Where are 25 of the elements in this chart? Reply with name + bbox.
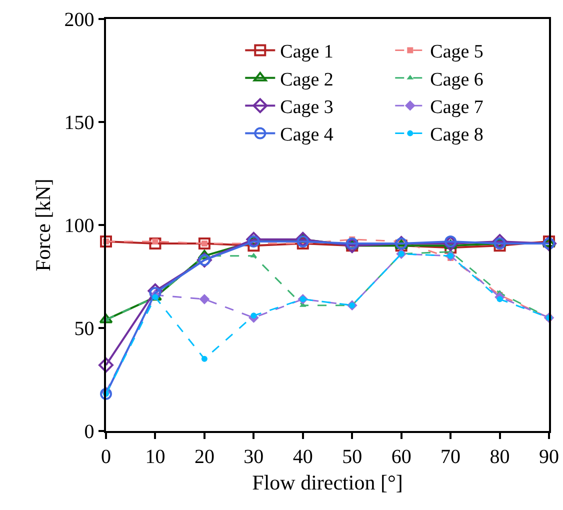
x-tick-label: 90: [539, 446, 559, 468]
y-tick-label: 100: [64, 215, 94, 237]
x-tick-label: 0: [101, 446, 111, 468]
x-tick-label: 30: [244, 446, 264, 468]
legend-label: Cage 5: [430, 42, 484, 63]
legend-label: Cage 4: [280, 124, 334, 146]
legend-label: Cage 6: [430, 69, 484, 90]
x-tick-label: 10: [145, 446, 166, 468]
y-axis-title: Force [kN]: [30, 178, 55, 272]
legend-label: Cage 7: [430, 97, 484, 118]
legend-label: Cage 1: [280, 42, 334, 63]
legend-label: Cage 2: [280, 69, 334, 90]
y-tick-label: 50: [74, 318, 94, 340]
x-tick-label: 20: [194, 446, 214, 468]
x-axis-title: Flow direction [°]: [252, 470, 403, 494]
y-tick-label: 150: [64, 112, 94, 134]
y-tick-label: 200: [64, 9, 94, 31]
x-tick-label: 50: [342, 446, 362, 468]
x-tick-label: 40: [292, 446, 313, 468]
y-tick-label: 0: [84, 421, 94, 443]
x-tick-label: 80: [490, 446, 510, 468]
legend-label: Cage 8: [430, 124, 484, 146]
legend-label: Cage 3: [280, 97, 334, 118]
x-tick-label: 70: [440, 446, 461, 468]
x-tick-label: 60: [391, 446, 412, 468]
